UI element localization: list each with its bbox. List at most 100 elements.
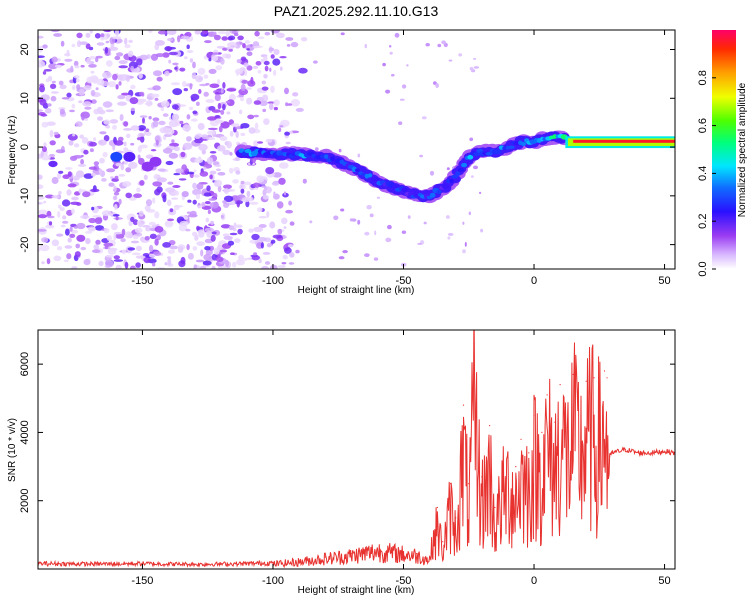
noise-speck [139, 54, 148, 61]
noise-speck [191, 72, 197, 80]
noise-speck [406, 64, 409, 67]
noise-speck [314, 147, 319, 152]
noise-speck [51, 80, 56, 84]
noise-speck [166, 30, 177, 35]
noise-speck [139, 133, 145, 137]
noise-speck [192, 188, 202, 196]
noise-speck [71, 43, 76, 48]
noise-speck [97, 116, 103, 121]
noise-speck [43, 200, 47, 204]
noise-speck [194, 30, 201, 35]
noise-speck [111, 223, 118, 231]
noise-speck [40, 150, 44, 157]
noise-speck [105, 124, 111, 129]
noise-speck [162, 147, 173, 154]
noise-speck [175, 168, 184, 174]
noise-speck [208, 57, 212, 62]
snr-point [402, 551, 405, 553]
ridge-blob [355, 168, 360, 173]
noise-speck [153, 251, 162, 256]
noise-speck [107, 248, 117, 255]
noise-speck [38, 60, 46, 68]
noise-speck [211, 55, 219, 62]
noise-speck [90, 89, 96, 97]
noise-speck [74, 65, 80, 69]
noise-speck [114, 231, 122, 235]
ridge-blob [507, 145, 515, 150]
noise-speck [208, 127, 218, 131]
noise-speck [211, 109, 221, 113]
noise-speck [83, 259, 91, 266]
noise-speck [152, 197, 156, 204]
noise-speck [256, 96, 264, 102]
noise-speck [38, 174, 43, 180]
noise-speck [204, 246, 211, 251]
spectrogram-ridge [110, 130, 675, 204]
noise-speck [208, 106, 216, 111]
noise-speck [121, 249, 126, 255]
noise-speck [129, 97, 139, 105]
noise-speck [263, 74, 268, 79]
noise-speck [217, 102, 222, 110]
noise-speck [41, 154, 51, 161]
noise-speck [233, 32, 239, 37]
noise-speck [279, 56, 287, 59]
noise-speck [256, 175, 265, 183]
x-tick-label: 0 [531, 275, 537, 287]
noise-speck [298, 67, 308, 74]
noise-speck [98, 139, 107, 146]
noise-speck [246, 97, 253, 105]
noise-speck [260, 242, 264, 249]
noise-speck [207, 116, 217, 121]
noise-speck [128, 161, 138, 169]
noise-speck [197, 122, 205, 131]
noise-speck [48, 221, 53, 226]
noise-speck [273, 49, 280, 55]
noise-speck [135, 255, 146, 259]
noise-speck [220, 121, 230, 129]
noise-speck [148, 221, 156, 226]
noise-speck [168, 152, 179, 159]
snr-point [350, 553, 352, 555]
noise-speck [81, 137, 89, 144]
snr-point [520, 438, 522, 440]
snr-series [38, 330, 675, 569]
noise-speck [58, 80, 64, 86]
noise-speck [290, 41, 299, 48]
noise-speck [113, 259, 124, 262]
snr-point [489, 425, 491, 427]
noise-speck [61, 97, 70, 100]
spectrogram-frame [37, 29, 676, 270]
noise-speck [121, 92, 130, 96]
noise-speck [88, 217, 97, 224]
noise-speck [421, 116, 427, 120]
snr-point [246, 563, 248, 565]
noise-speck [238, 88, 249, 96]
noise-speck [284, 191, 286, 196]
spectrogram-background [38, 30, 675, 269]
x-tick-label: -100 [262, 575, 284, 587]
snr-point [481, 476, 483, 478]
noise-speck [240, 126, 244, 129]
noise-speck [227, 240, 235, 246]
noise-speck [156, 177, 167, 183]
noise-speck [114, 204, 118, 210]
noise-speck [246, 51, 253, 57]
noise-speck [106, 33, 111, 38]
noise-speck [117, 101, 127, 106]
noise-speck [193, 169, 197, 172]
snr-point [664, 450, 666, 452]
y-tick-label: -10 [19, 188, 31, 204]
noise-speck [285, 37, 294, 41]
x-tick-label: 50 [658, 275, 670, 287]
noise-speck [220, 88, 224, 94]
noise-speck [340, 32, 345, 36]
noise-speck [167, 258, 172, 266]
noise-speck [89, 30, 93, 34]
noise-speck [217, 145, 226, 152]
noise-speck [45, 108, 52, 114]
noise-speck [93, 244, 99, 250]
noise-speck [235, 130, 239, 139]
noise-speck [105, 40, 110, 44]
noise-speck [389, 51, 393, 55]
